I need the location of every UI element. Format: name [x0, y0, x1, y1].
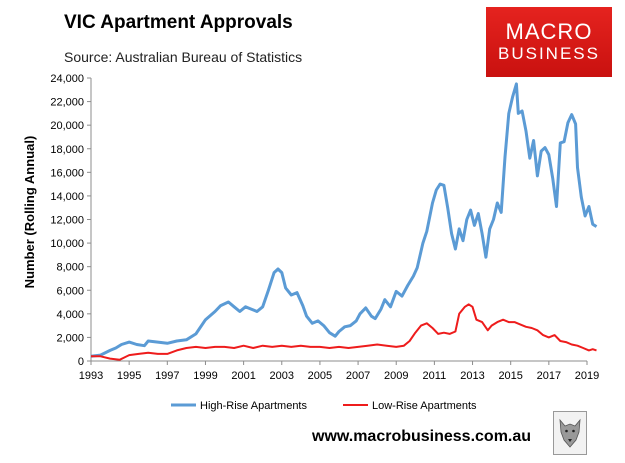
y-axis-ticks: 0 2,000 4,000 6,000 8,000 10,000 12,000 14,000 1… — [50, 73, 91, 368]
chart-subtitle: Source: Australian Bureau of Statistics — [64, 49, 303, 65]
series-line-high-rise — [90, 82, 598, 358]
series-line-low-rise — [91, 303, 597, 361]
y-tick-label: 0 — [78, 356, 84, 368]
y-tick-label: 6,000 — [56, 285, 84, 297]
x-axis-ticks: 1993 1995 1997 1999 2001 2003 2005 2007 2009 2011… — [79, 361, 599, 382]
legend: High-Rise Apartments Low-Rise Apartments — [171, 400, 477, 412]
x-tick-label: 2005 — [308, 370, 332, 382]
x-tick-label: 2011 — [423, 370, 447, 382]
x-tick-label: 1997 — [155, 370, 179, 382]
y-tick-label: 16,000 — [50, 167, 84, 179]
logo-line1: MACRO — [505, 19, 593, 44]
y-tick-label: 14,000 — [50, 191, 84, 203]
x-tick-label: 2017 — [537, 370, 561, 382]
chart-title: VIC Apartment Approvals — [64, 12, 293, 33]
legend-label-low-rise: Low-Rise Apartments — [372, 400, 477, 412]
logo-line2: BUSINESS — [498, 44, 600, 63]
y-tick-label: 22,000 — [50, 97, 84, 109]
x-tick-label: 2007 — [346, 370, 370, 382]
macrobusiness-logo: MACRO BUSINESS — [486, 7, 612, 77]
y-tick-label: 20,000 — [50, 120, 84, 132]
x-tick-label: 1999 — [193, 370, 217, 382]
x-tick-label: 2015 — [498, 370, 522, 382]
y-tick-label: 2,000 — [56, 332, 84, 344]
x-tick-label: 1995 — [117, 370, 141, 382]
x-tick-label: 2001 — [231, 370, 255, 382]
x-tick-label: 2003 — [270, 370, 294, 382]
series-lines — [90, 82, 598, 361]
y-tick-label: 10,000 — [50, 238, 84, 250]
y-tick-label: 18,000 — [50, 144, 84, 156]
y-tick-label: 24,000 — [50, 73, 84, 85]
y-tick-label: 12,000 — [50, 215, 84, 227]
x-tick-label: 2013 — [460, 370, 484, 382]
y-tick-label: 8,000 — [56, 262, 84, 274]
y-axis-title: Number (Rolling Annual) — [22, 136, 37, 289]
wolf-icon — [553, 411, 587, 455]
x-tick-label: 2019 — [575, 370, 599, 382]
website-url: www.macrobusiness.com.au — [312, 428, 532, 445]
legend-label-high-rise: High-Rise Apartments — [200, 400, 307, 412]
x-tick-label: 1993 — [79, 370, 103, 382]
x-tick-label: 2009 — [384, 370, 408, 382]
y-tick-label: 4,000 — [56, 309, 84, 321]
